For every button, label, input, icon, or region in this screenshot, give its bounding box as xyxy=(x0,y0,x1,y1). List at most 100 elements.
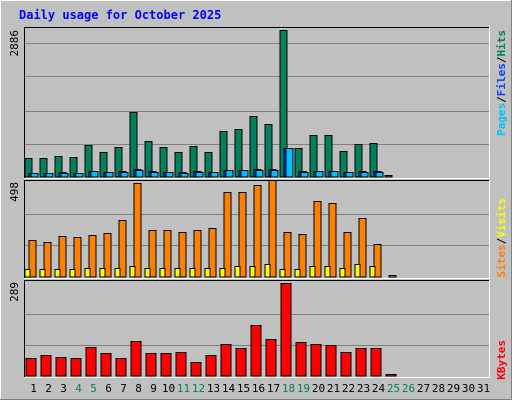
legend-sites-visits: Sites/Visits xyxy=(495,198,508,278)
bar-pages-day-13 xyxy=(210,172,219,178)
day-label-12: 12 xyxy=(192,382,205,395)
bar-kbytes-day-23 xyxy=(355,348,367,377)
bar-sites-day-13 xyxy=(208,228,217,278)
top-legend-part-1: / xyxy=(495,96,508,103)
day-label-18: 18 xyxy=(282,382,295,395)
bar-sites-day-10 xyxy=(163,230,172,278)
bar-pages-day-20 xyxy=(315,171,324,178)
day-label-16: 16 xyxy=(252,382,265,395)
hits-max-label: 2886 xyxy=(8,30,21,57)
bar-kbytes-day-10 xyxy=(160,353,172,377)
day-label-8: 8 xyxy=(135,382,142,395)
bar-sites-day-7 xyxy=(118,220,127,278)
top-legend-part-0: Pages xyxy=(495,103,508,136)
middle-legend-part-2: Visits xyxy=(495,198,508,238)
day-label-2: 2 xyxy=(45,382,52,395)
bar-kbytes-day-6 xyxy=(100,353,112,377)
bar-pages-day-14 xyxy=(225,170,234,178)
bar-visits-day-12 xyxy=(189,268,196,278)
chart-title: Daily usage for October 2025 xyxy=(19,8,221,22)
day-label-11: 11 xyxy=(177,382,190,395)
bar-kbytes-day-3 xyxy=(55,357,67,377)
bar-hits-day-20 xyxy=(309,135,318,178)
bar-visits-day-11 xyxy=(174,268,181,278)
bottom-legend-part-0: KBytes xyxy=(495,340,508,380)
day-label-1: 1 xyxy=(30,382,37,395)
bar-kbytes-day-5 xyxy=(85,347,97,377)
bar-sites-day-2 xyxy=(43,242,52,278)
bar-visits-day-10 xyxy=(159,268,166,278)
bar-visits-day-5 xyxy=(84,268,91,278)
x-axis-day-labels: 1 2 3 4 5 6 7 8 9 10 11 12 13 14 15 16 17 18 19 20 21 22 23 24 2… xyxy=(30,382,490,395)
bar-pages-day-15 xyxy=(240,170,249,178)
bar-sites-day-12 xyxy=(193,230,202,278)
bar-pages-day-17 xyxy=(270,170,279,178)
bar-visits-day-17 xyxy=(264,264,271,278)
day-label-20: 20 xyxy=(312,382,325,395)
bar-sites-day-3 xyxy=(58,236,67,278)
bar-sites-day-22 xyxy=(343,232,352,278)
bar-kbytes-day-19 xyxy=(295,342,307,377)
bar-pages-day-3 xyxy=(60,173,69,178)
bar-pages-day-1 xyxy=(30,173,39,178)
bar-visits-day-2 xyxy=(39,269,46,278)
bar-kbytes-day-14 xyxy=(220,344,232,377)
bar-visits-day-8 xyxy=(129,266,136,278)
bar-sites-day-25 xyxy=(388,275,397,278)
bar-sites-day-11 xyxy=(178,232,187,278)
bar-sites-day-1 xyxy=(28,240,37,278)
day-label-10: 10 xyxy=(162,382,175,395)
bar-kbytes-day-8 xyxy=(130,341,142,377)
bar-visits-day-20 xyxy=(309,266,316,278)
day-label-24: 24 xyxy=(372,382,386,395)
bar-visits-day-15 xyxy=(234,266,241,278)
bar-pages-day-5 xyxy=(90,171,99,178)
sites-max-label: 498 xyxy=(8,182,21,202)
bar-sites-day-15 xyxy=(238,192,247,278)
day-label-15: 15 xyxy=(237,382,250,395)
bar-kbytes-day-11 xyxy=(175,352,187,377)
bar-hits-day-25 xyxy=(384,175,393,178)
bar-kbytes-day-15 xyxy=(235,348,247,377)
bar-sites-day-8 xyxy=(133,183,142,278)
bar-kbytes-day-17 xyxy=(265,339,277,377)
bar-visits-day-16 xyxy=(249,266,256,278)
day-label-22: 22 xyxy=(342,382,355,395)
bar-kbytes-day-16 xyxy=(250,325,262,377)
bar-sites-day-17 xyxy=(268,180,277,278)
bar-pages-day-16 xyxy=(255,170,264,178)
bar-visits-day-1 xyxy=(24,269,31,278)
bar-hits-day-8 xyxy=(129,112,138,178)
bar-sites-day-14 xyxy=(223,192,232,278)
middle-legend-part-0: Sites xyxy=(495,244,508,277)
bars-layer xyxy=(24,30,489,377)
bar-sites-day-24 xyxy=(373,244,382,278)
bar-visits-day-6 xyxy=(99,268,106,278)
bar-kbytes-day-12 xyxy=(190,362,202,377)
top-legend-part-4: Hits xyxy=(495,30,508,57)
bar-pages-day-21 xyxy=(330,171,339,178)
legend-kbytes: KBytes xyxy=(495,340,508,380)
day-label-23: 23 xyxy=(357,382,370,395)
bar-hits-day-15 xyxy=(234,129,243,178)
bar-pages-day-2 xyxy=(45,173,54,178)
kbytes-max-label: 289 xyxy=(8,282,21,302)
bar-kbytes-day-20 xyxy=(310,344,322,377)
bar-kbytes-day-22 xyxy=(340,352,352,377)
bar-pages-day-4 xyxy=(75,173,84,178)
bar-sites-day-5 xyxy=(88,235,97,278)
day-label-25: 25 xyxy=(387,382,400,395)
day-label-14: 14 xyxy=(222,382,236,395)
bar-pages-day-9 xyxy=(150,172,159,178)
day-label-26: 26 xyxy=(402,382,415,395)
legend-pages-files-hits: Pages/Files/Hits xyxy=(495,30,508,136)
top-legend-part-3: / xyxy=(495,56,508,63)
bar-pages-day-24 xyxy=(375,172,384,178)
bar-visits-day-21 xyxy=(324,266,331,278)
day-label-3: 3 xyxy=(60,382,67,395)
day-label-17: 17 xyxy=(267,382,280,395)
day-label-21: 21 xyxy=(327,382,340,395)
day-label-7: 7 xyxy=(120,382,127,395)
bar-kbytes-day-13 xyxy=(205,355,217,377)
